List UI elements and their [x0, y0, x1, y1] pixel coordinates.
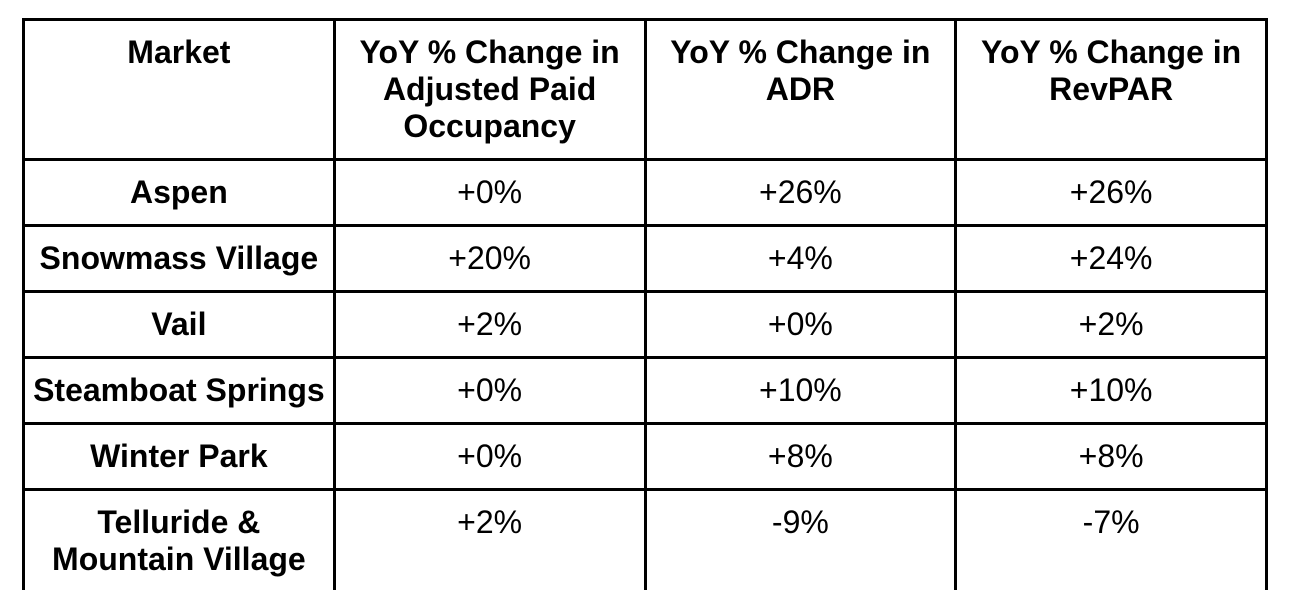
market-name-cell: Telluride & Mountain Village: [22, 488, 336, 590]
adr-value-cell: +10%: [643, 356, 958, 425]
adr-value-cell: -9%: [643, 488, 958, 590]
occupancy-value-cell: +0%: [332, 158, 647, 227]
adr-value-cell: +0%: [643, 290, 958, 359]
table-row-winter-park: Winter Park +0% +8% +8%: [22, 422, 1268, 491]
table-row-vail: Vail +2% +0% +2%: [22, 290, 1268, 359]
col-header-adr: YoY % Change in ADR: [643, 18, 958, 161]
col-header-market: Market: [22, 18, 336, 161]
market-name-cell: Vail: [22, 290, 336, 359]
revpar-value-cell: +26%: [954, 158, 1268, 227]
occupancy-value-cell: +2%: [332, 488, 647, 590]
adr-value-cell: +4%: [643, 224, 958, 293]
table-row-aspen: Aspen +0% +26% +26%: [22, 158, 1268, 227]
market-name-cell: Snowmass Village: [22, 224, 336, 293]
occupancy-value-cell: +0%: [332, 422, 647, 491]
revpar-value-cell: +8%: [954, 422, 1268, 491]
revpar-value-cell: +24%: [954, 224, 1268, 293]
revpar-value-cell: +10%: [954, 356, 1268, 425]
adr-value-cell: +8%: [643, 422, 958, 491]
table-row-telluride-mountain-village: Telluride & Mountain Village +2% -9% -7%: [22, 488, 1268, 590]
adr-value-cell: +26%: [643, 158, 958, 227]
revpar-value-cell: -7%: [954, 488, 1268, 590]
market-name-cell: Steamboat Springs: [22, 356, 336, 425]
col-header-adjusted-paid-occupancy: YoY % Change in Adjusted Paid Occupancy: [332, 18, 647, 161]
col-header-revpar: YoY % Change in RevPAR: [954, 18, 1268, 161]
market-name-cell: Winter Park: [22, 422, 336, 491]
header-row: Market YoY % Change in Adjusted Paid Occ…: [22, 18, 1268, 161]
table-row-snowmass-village: Snowmass Village +20% +4% +24%: [22, 224, 1268, 293]
occupancy-value-cell: +0%: [332, 356, 647, 425]
table-row-steamboat-springs: Steamboat Springs +0% +10% +10%: [22, 356, 1268, 425]
market-performance-table: Market YoY % Change in Adjusted Paid Occ…: [22, 18, 1268, 590]
occupancy-value-cell: +2%: [332, 290, 647, 359]
occupancy-value-cell: +20%: [332, 224, 647, 293]
revpar-value-cell: +2%: [954, 290, 1268, 359]
market-name-cell: Aspen: [22, 158, 336, 227]
